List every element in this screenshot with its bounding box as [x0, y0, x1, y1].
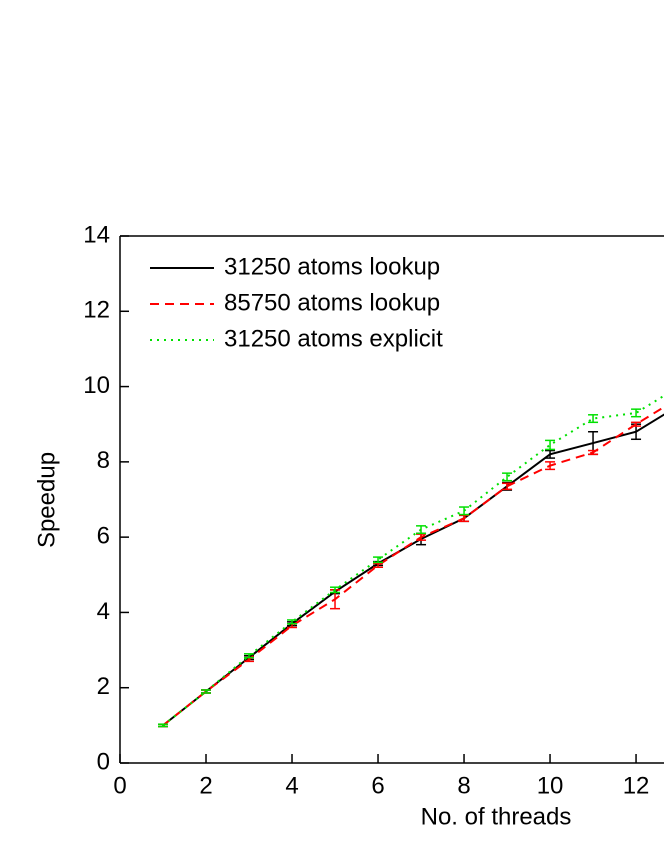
- error-bar: [287, 619, 298, 625]
- error-bar: [588, 449, 599, 456]
- y-tick-label: 14: [83, 221, 110, 248]
- error-bar: [545, 449, 556, 459]
- error-bar: [588, 414, 599, 424]
- error-bar: [330, 586, 341, 594]
- error-bar: [502, 472, 513, 482]
- error-bar: [373, 556, 384, 564]
- error-bar: [545, 461, 556, 471]
- y-tick-label: 6: [97, 522, 110, 549]
- legend-label: 31250 atoms lookup: [224, 253, 440, 280]
- legend-label: 31250 atoms explicit: [224, 325, 443, 352]
- y-tick-label: 0: [97, 748, 110, 775]
- x-tick-label: 6: [371, 772, 384, 799]
- error-bar: [545, 439, 556, 451]
- y-tick-label: 10: [83, 372, 110, 399]
- error-bar: [631, 408, 642, 418]
- error-bar: [158, 723, 169, 728]
- series-line: [162, 405, 664, 727]
- x-tick-label: 0: [113, 772, 126, 799]
- series-line: [162, 394, 664, 727]
- x-axis-label: No. of threads: [421, 803, 572, 830]
- legend-label: 85750 atoms lookup: [224, 289, 440, 316]
- x-tick-label: 10: [537, 772, 564, 799]
- error-bar: [373, 562, 384, 569]
- x-tick-label: 8: [457, 772, 470, 799]
- error-bar: [201, 689, 212, 694]
- error-bar: [502, 482, 513, 491]
- y-axis-label: Speedup: [33, 452, 60, 548]
- plot-area: [158, 394, 664, 728]
- error-bar: [459, 514, 470, 523]
- y-tick-label: 12: [83, 297, 110, 324]
- error-bar: [416, 533, 427, 541]
- y-tick-label: 4: [97, 598, 110, 625]
- x-tick-label: 12: [623, 772, 650, 799]
- x-tick-label: 4: [285, 772, 298, 799]
- y-tick-label: 8: [97, 447, 110, 474]
- error-bar: [416, 525, 427, 535]
- y-tick-label: 2: [97, 673, 110, 700]
- error-bar: [631, 421, 642, 427]
- x-tick-label: 2: [199, 772, 212, 799]
- error-bar: [244, 653, 255, 659]
- error-bar: [459, 506, 470, 516]
- series-line: [162, 413, 664, 727]
